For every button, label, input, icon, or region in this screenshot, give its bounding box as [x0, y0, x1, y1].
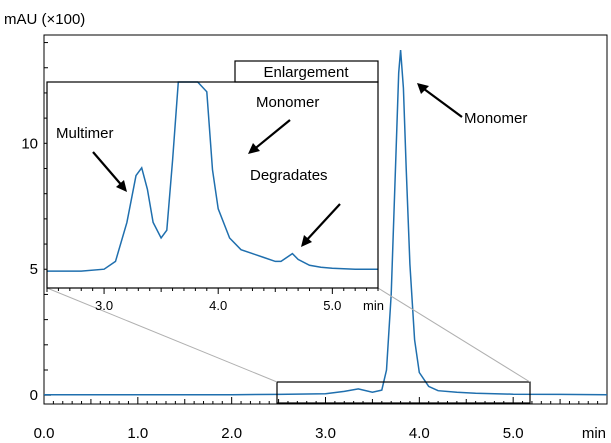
degradates-arrow-head [301, 235, 312, 247]
main-x-unit-label: min [582, 425, 606, 442]
main-x-tick-label: 2.0 [221, 425, 242, 442]
inset-monomer-arrow [251, 119, 291, 152]
zoom-selection-box [276, 381, 531, 404]
degradates-arrow [303, 203, 341, 244]
inset-monomer-arrow-head [248, 143, 260, 154]
main-x-tick-label: 0.0 [34, 425, 55, 442]
main-x-tick-label: 5.0 [503, 425, 524, 442]
y-axis-label: mAU (×100) [4, 11, 85, 28]
inset-x-tick-label: 4.0 [209, 298, 227, 313]
main-x-axis: 0.0 1.0 2.0 3.0 4.0 5.0 [34, 397, 608, 442]
main-y-tick-label: 5 [30, 261, 38, 278]
multimer-arrow-head [116, 180, 127, 192]
inset-chromatogram-line [47, 81, 378, 272]
main-monomer-label: Monomer [464, 110, 527, 127]
inset-x-axis: 3.0 4.0 5.0 [46, 288, 379, 313]
main-chromatogram-line [44, 50, 608, 396]
enlargement-label: Enlargement [263, 64, 349, 81]
main-x-tick-label: 1.0 [127, 425, 148, 442]
inset-monomer-label: Monomer [256, 94, 319, 111]
inset-x-unit-label: min [363, 298, 384, 313]
main-x-tick-label: 3.0 [315, 425, 336, 442]
main-monomer-arrow-head [417, 83, 429, 94]
zoom-connector-left [46, 287, 278, 383]
inset-x-tick-label: 5.0 [323, 298, 341, 313]
main-monomer-arrow [419, 85, 463, 118]
inset-background [47, 82, 378, 288]
multimer-label: Multimer [56, 125, 114, 142]
inset-x-tick-label: 3.0 [95, 298, 113, 313]
multimer-arrow [92, 151, 125, 189]
main-x-tick-label: 4.0 [409, 425, 430, 442]
degradates-label: Degradates [250, 167, 328, 184]
main-y-tick-label: 10 [21, 135, 38, 152]
zoom-connector-right [377, 287, 531, 383]
main-y-tick-label: 0 [30, 387, 38, 404]
inset-plot-frame [46, 81, 379, 289]
